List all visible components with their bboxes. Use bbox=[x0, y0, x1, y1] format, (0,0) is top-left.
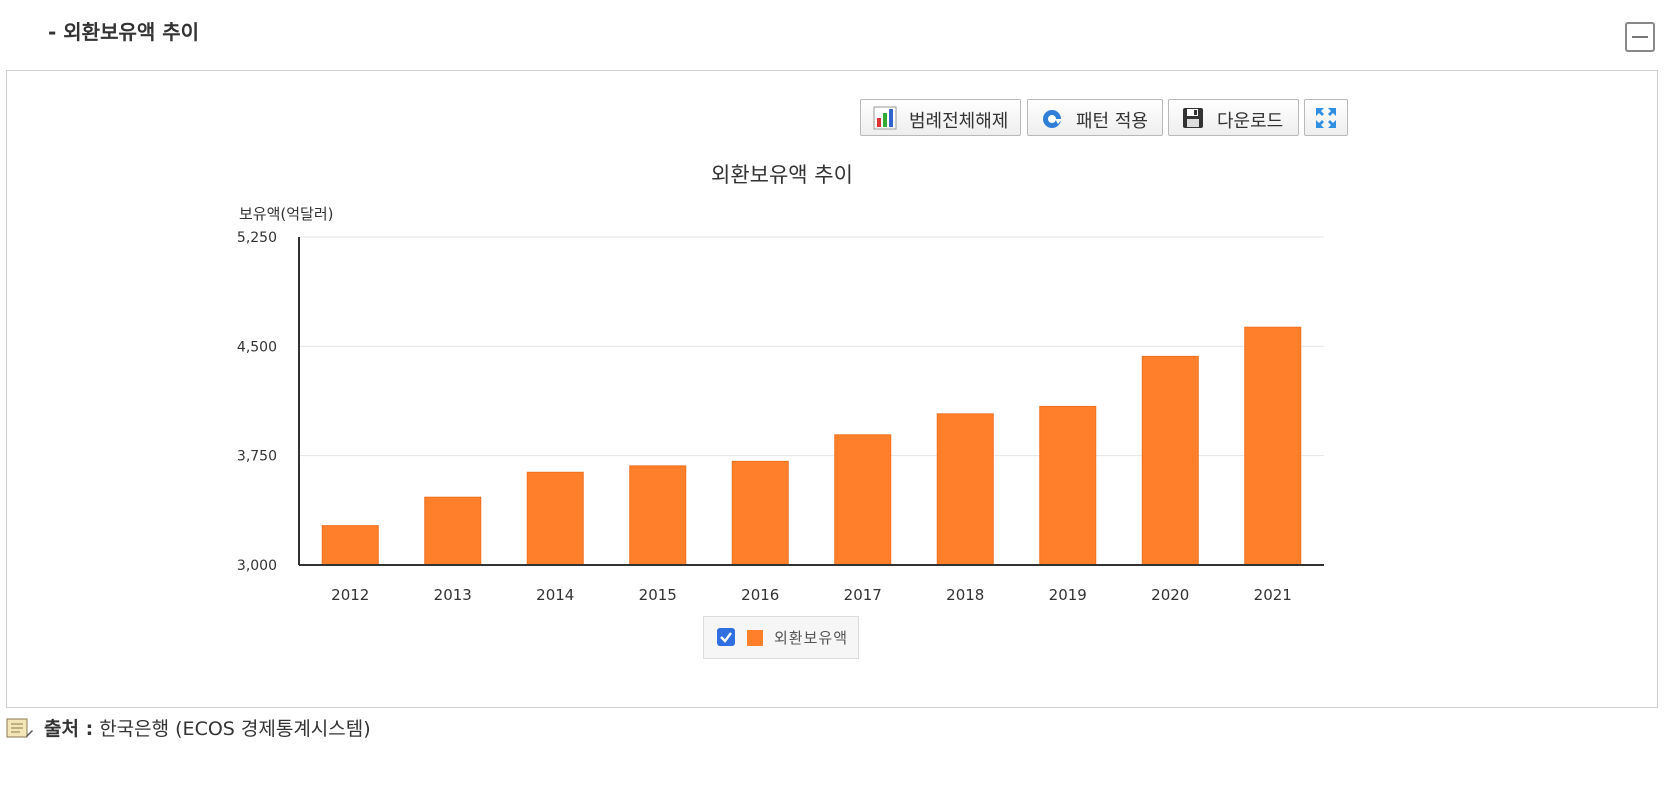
x-tick-label: 2021 bbox=[1254, 586, 1292, 604]
legend-toggle-all-label: 범례전체해제 bbox=[909, 111, 1009, 132]
legend-toggle-all-button[interactable]: 범례전체해제 bbox=[860, 99, 1021, 136]
chart-legend: 외환보유액 bbox=[703, 616, 859, 659]
x-tick-label: 2020 bbox=[1151, 586, 1189, 604]
y-tick-label: 3,000 bbox=[237, 558, 277, 574]
bar-chart-icon bbox=[873, 106, 897, 130]
bar-2019[interactable] bbox=[1039, 405, 1097, 566]
book-icon bbox=[6, 716, 34, 740]
legend-swatch bbox=[747, 630, 763, 646]
legend-series-name: 외환보유액 bbox=[774, 629, 849, 647]
chart-title: 외환보유액 추이 bbox=[711, 163, 853, 187]
download-button[interactable]: 다운로드 bbox=[1168, 99, 1299, 136]
bar-2017[interactable] bbox=[834, 434, 892, 566]
bar-2013[interactable] bbox=[424, 496, 482, 566]
bar-2016[interactable] bbox=[731, 460, 789, 566]
bars bbox=[321, 326, 1302, 566]
x-tick-label: 2012 bbox=[331, 586, 369, 604]
bar-2018[interactable] bbox=[936, 413, 994, 566]
source-text: 한국은행 (ECOS 경제통계시스템) bbox=[99, 718, 371, 740]
x-tick-label: 2014 bbox=[536, 586, 574, 604]
x-tick-label: 2018 bbox=[946, 586, 984, 604]
y-tick-labels: 3,000 3,750 4,500 5,250 bbox=[237, 230, 277, 574]
bar-2012[interactable] bbox=[321, 525, 379, 566]
floppy-disk-icon bbox=[1181, 106, 1205, 130]
x-tick-label: 2015 bbox=[639, 586, 677, 604]
bar-2021[interactable] bbox=[1244, 326, 1302, 566]
fullscreen-button[interactable] bbox=[1304, 99, 1348, 136]
chart-panel bbox=[6, 70, 1658, 708]
refresh-icon bbox=[1040, 106, 1064, 130]
legend-checkbox[interactable] bbox=[717, 628, 735, 646]
x-tick-label: 2017 bbox=[844, 586, 882, 604]
x-tick-label: 2019 bbox=[1049, 586, 1087, 604]
y-tick-label: 3,750 bbox=[237, 449, 277, 465]
axes bbox=[298, 237, 1324, 566]
x-tick-labels: 2012 2013 2014 2015 2016 2017 2018 2019 2020 2021 bbox=[331, 586, 1292, 604]
x-tick-label: 2016 bbox=[741, 586, 779, 604]
apply-pattern-button[interactable]: 패턴 적용 bbox=[1027, 99, 1163, 136]
bar-2014[interactable] bbox=[526, 471, 584, 566]
y-axis-label: 보유액(억달러) bbox=[239, 205, 334, 223]
source-note: 출처 : 한국은행 (ECOS 경제통계시스템) bbox=[6, 714, 371, 741]
apply-pattern-label: 패턴 적용 bbox=[1076, 111, 1148, 132]
checkmark-icon bbox=[720, 632, 732, 643]
section-title: - 외환보유액 추이 bbox=[48, 20, 200, 44]
y-tick-label: 5,250 bbox=[237, 230, 277, 246]
collapse-button[interactable] bbox=[1625, 22, 1655, 52]
bar-2015[interactable] bbox=[629, 465, 687, 566]
fullscreen-icon bbox=[1314, 106, 1338, 130]
source-label: 출처 : bbox=[44, 718, 94, 740]
bar-2020[interactable] bbox=[1141, 355, 1199, 566]
y-tick-label: 4,500 bbox=[237, 339, 277, 355]
x-tick-label: 2013 bbox=[434, 586, 472, 604]
download-label: 다운로드 bbox=[1217, 111, 1284, 132]
